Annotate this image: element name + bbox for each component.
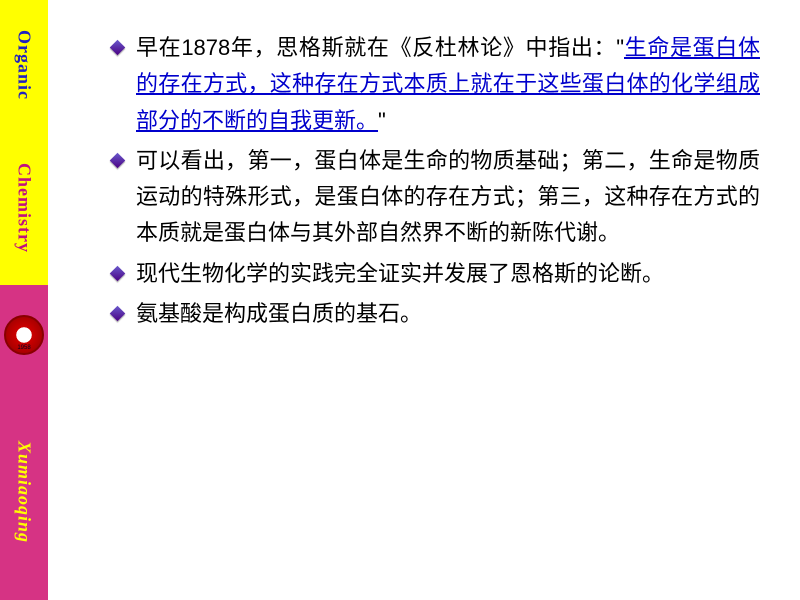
bullet-text: 现代生物化学的实践完全证实并发展了恩格斯的论断。: [136, 261, 664, 286]
slide-content: 早在1878年，思格斯就在《反杜林论》中指出："生命是蛋白体的存在方式，这种存在…: [48, 0, 800, 600]
list-item: 现代生物化学的实践完全证实并发展了恩格斯的论断。: [108, 256, 760, 292]
bullet-text: 可以看出，第一，蛋白体是生命的物质基础；第二，生命是物质运动的特殊形式，是蛋白体…: [136, 148, 760, 246]
sidebar-text-organic: Organic: [0, 0, 48, 130]
bullet-text-suffix: ": [378, 108, 386, 133]
bullet-list: 早在1878年，思格斯就在《反杜林论》中指出："生命是蛋白体的存在方式，这种存在…: [108, 30, 760, 332]
bullet-text: 氨基酸是构成蛋白质的基石。: [136, 301, 422, 326]
sidebar-text-chemistry: Chemistry: [0, 130, 48, 285]
sidebar-text-author: Xumiaoqing: [0, 385, 48, 600]
bullet-text-prefix: 早在1878年，思格斯就在《反杜林论》中指出：": [136, 35, 624, 60]
university-seal-icon: [4, 315, 44, 355]
list-item: 早在1878年，思格斯就在《反杜林论》中指出："生命是蛋白体的存在方式，这种存在…: [108, 30, 760, 139]
sidebar-badge-wrap: [0, 285, 48, 385]
list-item: 可以看出，第一，蛋白体是生命的物质基础；第二，生命是物质运动的特殊形式，是蛋白体…: [108, 143, 760, 252]
list-item: 氨基酸是构成蛋白质的基石。: [108, 296, 760, 332]
sidebar: Organic Chemistry Xumiaoqing: [0, 0, 48, 600]
